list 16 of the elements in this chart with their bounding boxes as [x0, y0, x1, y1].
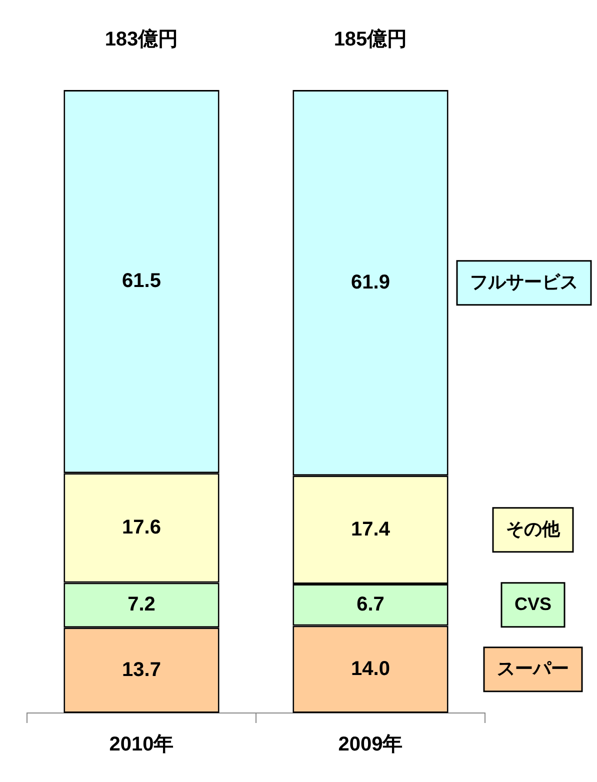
data-label: 13.7	[122, 658, 161, 681]
text: 183億円	[104, 28, 178, 51]
text: スーパー	[497, 658, 569, 678]
x-tick-label: 2010年	[109, 734, 174, 756]
data-label: 6.7	[356, 593, 384, 616]
text: 185億円	[334, 28, 408, 51]
x-tick-label: 2009年	[338, 734, 403, 756]
text: CVS	[514, 594, 552, 614]
data-label: 17.6	[122, 516, 161, 538]
data-label: 7.2	[128, 594, 156, 616]
series-label: フルサービス	[470, 272, 578, 292]
data-label: 61.9	[351, 271, 390, 294]
data-label: 17.4	[351, 518, 391, 540]
data-label: 61.5	[122, 270, 161, 292]
data-label: 14.0	[351, 658, 390, 680]
text: その他	[506, 518, 561, 539]
